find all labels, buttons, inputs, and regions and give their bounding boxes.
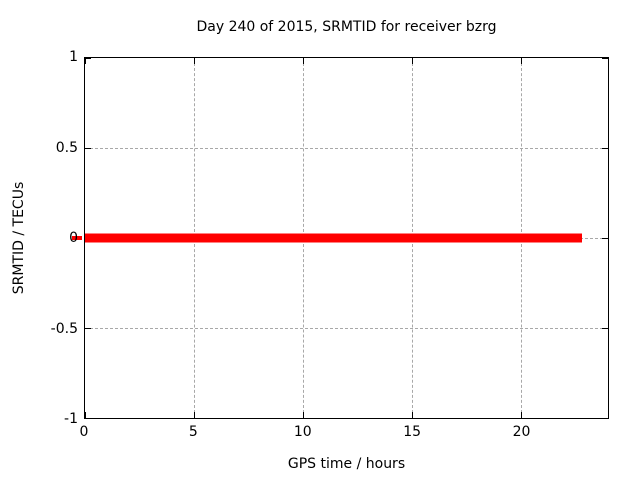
x-tick-label: 0 — [79, 424, 89, 440]
y-tick-right — [602, 58, 608, 59]
x-tick-top — [411, 58, 413, 64]
y-tick-label: 0.5 — [55, 139, 78, 156]
y-axis-tick-labels: 1 0.5 0 -0.5 -1 — [30, 49, 78, 427]
x-tick-bottom — [302, 412, 304, 418]
y-tick-label: -0.5 — [50, 320, 78, 337]
x-tick-label: 5 — [188, 424, 198, 440]
x-tick-top — [193, 58, 195, 64]
x-tick-label: 20 — [512, 424, 531, 440]
x-tick-top — [520, 58, 522, 64]
x-tick-bottom — [520, 412, 522, 418]
y-tick-left — [85, 58, 91, 59]
series-axis-dash — [72, 236, 82, 240]
x-tick-bottom — [193, 412, 195, 418]
y-tick-left — [85, 148, 91, 149]
x-axis-title: GPS time / hours — [287, 456, 406, 472]
y-tick-right — [602, 328, 608, 329]
y-tick-right — [602, 238, 608, 239]
x-tick-bottom — [85, 412, 86, 418]
series-line-srmtid — [85, 233, 582, 243]
x-tick-bottom — [411, 412, 413, 418]
y-tick-right — [602, 418, 608, 419]
y-gridline — [85, 328, 608, 329]
y-tick-label: -1 — [64, 411, 78, 427]
y-axis-title: SRMTID / TECUs — [11, 181, 27, 295]
y-tick-left — [85, 328, 91, 329]
x-axis-tick-labels: 0 5 10 15 20 — [80, 424, 609, 442]
y-tick-left — [85, 418, 91, 419]
y-tick-right — [602, 148, 608, 149]
chart-title: Day 240 of 2015, SRMTID for receiver bzr… — [196, 19, 497, 35]
plot-area — [72, 57, 609, 419]
y-tick-label: 0 — [69, 230, 78, 246]
x-tick-label: 15 — [403, 424, 422, 440]
x-tick-top — [85, 58, 86, 64]
x-tick-top — [302, 58, 304, 64]
x-tick-label: 10 — [293, 424, 312, 440]
y-gridline — [85, 148, 608, 149]
y-tick-label: 1 — [69, 49, 78, 65]
